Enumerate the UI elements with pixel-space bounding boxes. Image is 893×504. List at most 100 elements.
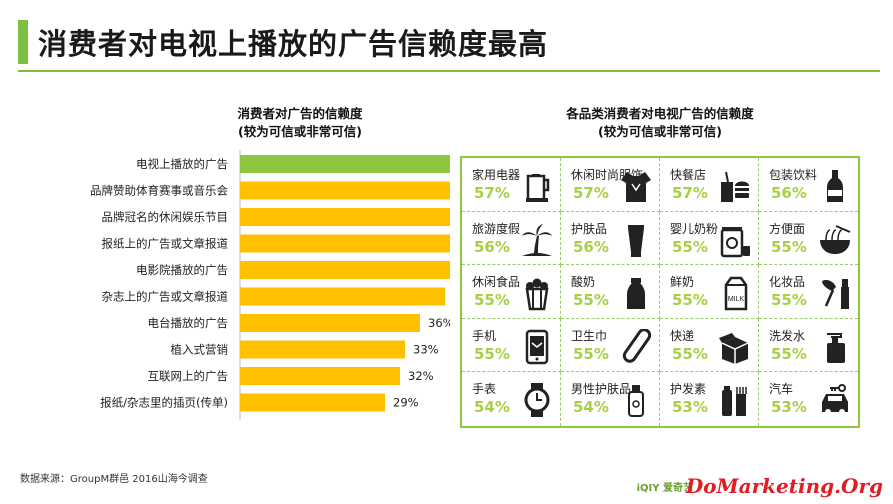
category-label: 化妆品 bbox=[769, 275, 806, 290]
category-grid: 家用电器 57% 休闲时尚服饰 57% 快餐店 57% 包装饮料 56% 旅游度假 56% 护肤品 5… bbox=[460, 156, 860, 428]
category-value: 55% bbox=[672, 344, 708, 363]
category-label: 休闲食品 bbox=[472, 275, 521, 290]
category-cell: 鲜奶 55% MILK bbox=[660, 265, 759, 319]
noodle-bowl-icon bbox=[818, 222, 852, 258]
category-cell: 男性护肤品 54% bbox=[561, 372, 660, 426]
category-label: 鲜奶 bbox=[670, 275, 695, 290]
category-cell: 包装饮料 56% bbox=[759, 158, 858, 212]
title-rule bbox=[18, 70, 880, 72]
bar-category-label: 电视上播放的广告 bbox=[136, 157, 228, 171]
bar bbox=[240, 367, 400, 385]
bar-category-label: 报纸上的广告或文章报道 bbox=[102, 237, 229, 251]
popcorn-icon bbox=[520, 275, 554, 311]
milk-carton-icon: MILK bbox=[718, 275, 752, 311]
category-value: 56% bbox=[474, 237, 510, 256]
bar bbox=[240, 314, 420, 332]
category-cell: 手机 55% bbox=[462, 318, 561, 373]
bar-value-label: 32% bbox=[408, 369, 434, 383]
title-accent bbox=[18, 20, 28, 64]
category-cell: 酸奶 55% bbox=[561, 265, 660, 319]
category-label: 洗发水 bbox=[769, 328, 806, 343]
category-label: 男性护肤品 bbox=[571, 382, 632, 397]
fastfood-icon bbox=[718, 168, 752, 204]
category-value: 57% bbox=[573, 184, 609, 202]
category-value: 55% bbox=[474, 344, 510, 363]
left-chart-title-line1: 消费者对广告的信赖度 bbox=[237, 106, 363, 121]
bar bbox=[240, 181, 450, 200]
bar-category-label: 杂志上的广告或文章报道 bbox=[102, 290, 229, 304]
makeup-brush-icon bbox=[818, 275, 852, 311]
formula-can-icon bbox=[718, 222, 752, 258]
yogurt-bottle-icon bbox=[619, 275, 653, 311]
category-value: 55% bbox=[672, 237, 708, 256]
category-cell: 休闲食品 55% bbox=[462, 265, 561, 319]
category-cell: 洗发水 55% bbox=[759, 319, 858, 373]
category-label: 包装饮料 bbox=[769, 168, 818, 182]
category-cell: 护肤品 56% bbox=[561, 211, 660, 266]
trust-bar-chart: 电视上播放的广告54%品牌赞助体育赛事或音乐会50%品牌冠名的休闲娱乐节目47%… bbox=[90, 150, 450, 420]
svg-text:MILK: MILK bbox=[728, 296, 745, 303]
car-icon bbox=[818, 382, 852, 418]
men-lotion-icon bbox=[619, 382, 653, 418]
category-label: 快餐店 bbox=[670, 168, 707, 182]
palm-tree-icon bbox=[520, 222, 554, 258]
bar bbox=[240, 287, 445, 306]
category-value: 54% bbox=[573, 398, 609, 417]
left-chart-title-line2: (较为可信或非常可信) bbox=[238, 124, 362, 139]
page-title: 消费者对电视上播放的广告信赖度最高 bbox=[38, 27, 549, 61]
bar-category-label: 植入式营销 bbox=[171, 343, 229, 357]
watermark-logo: DoMarketing.Org bbox=[685, 474, 883, 498]
category-cell: 休闲时尚服饰 57% bbox=[561, 158, 660, 212]
category-cell: 快递 55% bbox=[660, 318, 759, 373]
category-cell: 婴儿奶粉 55% bbox=[660, 211, 759, 266]
bar-category-label: 互联网上的广告 bbox=[148, 369, 229, 383]
category-cell: 手表 54% bbox=[462, 372, 561, 426]
category-label: 旅游度假 bbox=[472, 221, 521, 236]
clothing-icon bbox=[619, 168, 653, 204]
iqiyi-logo: iQIY 爱奇艺 bbox=[636, 483, 693, 494]
phone-icon bbox=[520, 329, 554, 365]
category-value: 56% bbox=[771, 184, 807, 202]
category-cell: 卫生巾 55% bbox=[561, 318, 660, 373]
data-source: 数据来源：GroupM群邑 2016山海今调查 bbox=[20, 474, 208, 485]
category-value: 55% bbox=[771, 237, 807, 256]
category-cell: 护发素 53% bbox=[660, 372, 759, 426]
category-value: 55% bbox=[474, 291, 510, 310]
bar bbox=[240, 393, 385, 412]
category-label: 手机 bbox=[472, 328, 497, 343]
shampoo-icon bbox=[818, 329, 852, 365]
category-value: 55% bbox=[573, 291, 609, 310]
category-value: 54% bbox=[474, 398, 510, 417]
right-chart-title-line1: 各品类消费者对电视广告的信赖度 bbox=[566, 106, 754, 121]
category-label: 婴儿奶粉 bbox=[670, 221, 719, 236]
bar-value-label: 29% bbox=[393, 396, 419, 410]
category-label: 方便面 bbox=[769, 221, 806, 236]
category-value: 53% bbox=[771, 398, 807, 417]
category-value: 53% bbox=[672, 398, 708, 417]
bar-category-label: 品牌赞助体育赛事或音乐会 bbox=[90, 184, 228, 198]
category-cell: 旅游度假 56% bbox=[462, 211, 561, 266]
bar-category-label: 报纸/杂志里的插页(传单) bbox=[100, 396, 228, 410]
category-label: 汽车 bbox=[769, 382, 794, 397]
category-label: 快递 bbox=[670, 328, 695, 343]
category-value: 55% bbox=[672, 291, 708, 310]
left-chart-title: 消费者对广告的信赖度 (较为可信或非常可信) bbox=[190, 105, 410, 141]
parcel-icon bbox=[718, 329, 752, 365]
bar-category-label: 电台播放的广告 bbox=[148, 316, 229, 330]
bar-value-label: 33% bbox=[413, 343, 439, 357]
category-cell: 快餐店 57% bbox=[660, 158, 759, 212]
category-cell: 化妆品 55% bbox=[759, 265, 858, 319]
category-value: 57% bbox=[672, 184, 708, 202]
bar bbox=[240, 234, 450, 253]
category-label: 护肤品 bbox=[571, 221, 608, 236]
bar-value-label: 36% bbox=[428, 316, 450, 330]
bottle-icon bbox=[818, 168, 852, 204]
bar bbox=[240, 340, 405, 359]
category-cell: 汽车 53% bbox=[759, 372, 858, 426]
bar-category-label: 品牌冠名的休闲娱乐节目 bbox=[102, 210, 229, 224]
right-chart-title-line2: (较为可信或非常可信) bbox=[598, 124, 722, 139]
category-value: 55% bbox=[771, 291, 807, 310]
bar bbox=[240, 208, 450, 226]
category-label: 家用电器 bbox=[472, 168, 521, 182]
bar bbox=[240, 155, 450, 173]
